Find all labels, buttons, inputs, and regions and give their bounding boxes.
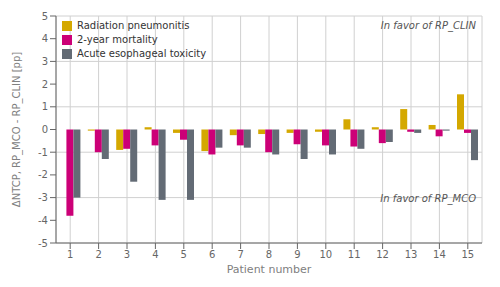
html-text:In favor of RP_MCO: In favor of RP_MCO: [380, 193, 476, 204]
svg-text:15: 15: [461, 249, 474, 260]
svg-text:1: 1: [42, 101, 48, 112]
svg-text:5: 5: [181, 249, 187, 260]
svg-text:2: 2: [42, 79, 48, 90]
svg-text:3: 3: [42, 56, 48, 67]
svg-text:12: 12: [376, 249, 389, 260]
svg-text:4: 4: [42, 33, 48, 44]
svg-text:-4: -4: [38, 215, 48, 226]
html-text:In favor of RP_CLIN: In favor of RP_CLIN: [380, 20, 476, 31]
svg-text:5: 5: [42, 11, 48, 22]
svg-text:ΔNTCP, RP_MCO - RP_CLIN [pp]: ΔNTCP, RP_MCO - RP_CLIN [pp]: [11, 52, 23, 207]
svg-text:Patient number: Patient number: [227, 263, 312, 276]
html-text:Radiation pneumonitis: Radiation pneumonitis: [77, 20, 190, 31]
svg-text:11: 11: [348, 249, 361, 260]
svg-text:0: 0: [42, 124, 48, 135]
svg-text:-5: -5: [38, 238, 48, 249]
svg-text:7: 7: [237, 249, 243, 260]
svg-text:1: 1: [67, 249, 73, 260]
svg-text:-1: -1: [38, 147, 48, 158]
svg-text:6: 6: [209, 249, 215, 260]
svg-text:3: 3: [124, 249, 130, 260]
svg-text:14: 14: [433, 249, 446, 260]
svg-text:8: 8: [266, 249, 272, 260]
html-text:2-year mortality: 2-year mortality: [77, 34, 158, 45]
html-text:Acute esophageal toxicity: Acute esophageal toxicity: [77, 48, 207, 59]
svg-text:10: 10: [319, 249, 332, 260]
svg-text:13: 13: [405, 249, 418, 260]
svg-text:9: 9: [294, 249, 300, 260]
svg-text:-2: -2: [38, 169, 48, 180]
svg-text:2: 2: [95, 249, 101, 260]
svg-text:4: 4: [152, 249, 158, 260]
svg-text:-3: -3: [38, 192, 48, 203]
